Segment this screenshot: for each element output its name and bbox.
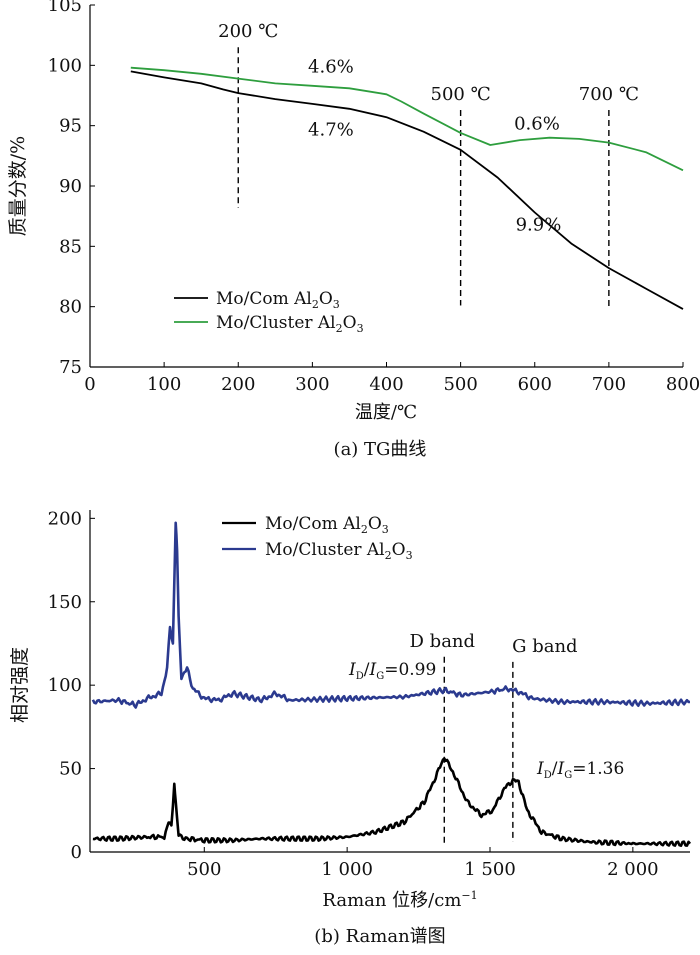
x-tick-label: 100 [147,374,181,395]
y-tick-label: 0 [71,842,82,863]
tg-annotations: 4.6% 4.7% 0.6% 9.9% [308,57,561,236]
x-tick-label: 1 000 [321,859,373,880]
tg-y-label: 质量分数/% [7,136,29,236]
raman-caption: (b) Raman谱图 [314,926,445,947]
raman-series [91,521,692,848]
y-tick-label: 85 [59,236,82,257]
y-tick-label: 100 [48,55,82,76]
raman-ratio-cluster: ID/IG=0.99 [348,660,436,682]
annotation-4-6: 4.6% [308,57,354,78]
annotation-4-7: 4.7% [308,119,354,140]
tg-chart: 0 100 200 300 400 500 600 700 800 75 80 85 90 95 100 1… [7,0,700,460]
annotation-9-9: 9.9% [516,215,562,236]
raman-chart: 500 1 000 1 500 2 000 0 50 100 150 200 D band G … [9,508,692,947]
y-tick-label: 80 [59,297,82,318]
x-tick-label: 700 [592,374,626,395]
raman-x-label: Raman 位移/cm−1 [322,889,477,911]
raman-y-label: 相对强度 [9,647,31,723]
tg-caption: (a) TG曲线 [334,439,427,460]
tg-x-label: 温度/℃ [355,402,417,423]
tg-legend: Mo/Com Al2O3 Mo/Cluster Al2O3 [174,289,364,335]
reference-label-500: 500 ℃ [431,84,491,105]
y-tick-label: 75 [59,357,82,378]
raman-reference-lines: D band G band [410,631,578,846]
y-tick-label: 150 [48,592,82,613]
y-tick-label: 95 [59,116,82,137]
y-tick-label: 100 [48,675,82,696]
tg-legend-com: Mo/Com Al2O3 [216,289,340,311]
x-tick-label: 800 [666,374,700,395]
x-tick-label: 0 [84,374,95,395]
reference-label-g-band: G band [512,636,577,657]
annotation-0-6: 0.6% [514,113,560,134]
series-line-mo-cluster-al2o3 [91,521,690,709]
raman-x-ticks: 500 1 000 1 500 2 000 [187,847,659,880]
raman-ratio-com: ID/IG=1.36 [536,759,624,781]
series-line-mo-com-al2o3 [130,70,684,310]
x-tick-label: 1 500 [464,859,516,880]
x-tick-label: 500 [443,374,477,395]
x-tick-label: 400 [369,374,403,395]
tg-series [130,66,684,310]
x-tick-label: 2 000 [607,859,659,880]
y-tick-label: 90 [59,176,82,197]
series-line-mo-com-al2o3 [92,757,692,848]
tg-y-ticks: 75 80 85 90 95 100 105 [48,0,95,378]
y-tick-label: 50 [59,759,82,780]
raman-y-ticks: 0 50 100 150 200 [48,508,95,863]
reference-label-700: 700 ℃ [579,84,639,105]
y-tick-label: 200 [48,508,82,529]
raman-legend-cluster: Mo/Cluster Al2O3 [265,540,413,562]
x-tick-label: 500 [187,859,221,880]
x-tick-label: 600 [518,374,552,395]
y-tick-label: 105 [48,0,82,16]
tg-x-ticks: 0 100 200 300 400 500 600 700 800 [84,362,700,395]
series-line-mo-cluster-al2o3 [130,66,684,172]
raman-legend: Mo/Com Al2O3 Mo/Cluster Al2O3 [222,514,413,562]
reference-label-d-band: D band [410,631,476,652]
raman-legend-com: Mo/Com Al2O3 [265,514,389,536]
reference-label-200: 200 ℃ [218,21,278,42]
tg-legend-cluster: Mo/Cluster Al2O3 [216,313,364,335]
tg-reference-lines: 200 ℃ 500 ℃ 700 ℃ [218,21,639,308]
x-tick-label: 300 [295,374,329,395]
x-tick-label: 200 [221,374,255,395]
